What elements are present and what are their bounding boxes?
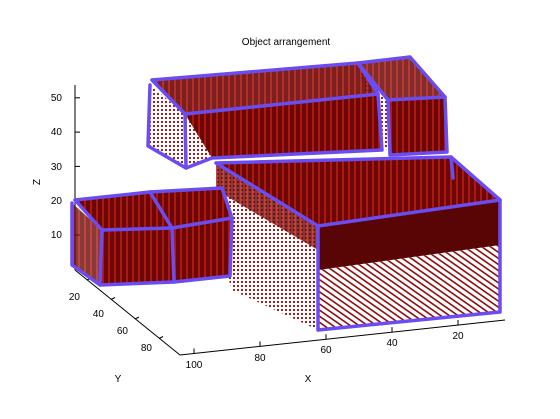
y-tick-label: 60 xyxy=(117,326,129,337)
chart-title: Object arrangement xyxy=(242,37,331,48)
box-a-edges xyxy=(146,83,384,170)
y-tick-label: 20 xyxy=(69,292,81,303)
y-axis-line xyxy=(74,269,181,356)
y-tick xyxy=(110,297,116,300)
box-c-edge xyxy=(449,155,455,180)
box-b-front xyxy=(388,97,447,155)
box-d-front xyxy=(100,228,174,285)
box-d-edge xyxy=(148,190,174,230)
box-d-edge xyxy=(170,226,176,284)
x-tick-label: 80 xyxy=(254,353,266,364)
box-c-edges xyxy=(316,198,502,332)
box-a-edge xyxy=(183,112,188,170)
x-tick-label: 60 xyxy=(320,345,332,356)
bounding-box-edges xyxy=(70,55,502,332)
box-b-edges xyxy=(386,95,449,157)
z-tick-label: 30 xyxy=(51,162,63,173)
box-c-front-dots xyxy=(318,245,500,330)
z-tick-label: 50 xyxy=(51,93,63,104)
box-d-edge xyxy=(98,228,104,287)
z-axis-label: Z xyxy=(32,179,43,185)
object-box-e xyxy=(150,188,240,282)
box-c-front xyxy=(318,200,500,270)
box-e-front xyxy=(172,218,232,282)
y-tick xyxy=(134,316,140,320)
box-d-top xyxy=(75,192,172,230)
z-tick-label: 40 xyxy=(51,127,63,138)
y-tick-label: 80 xyxy=(141,343,153,354)
x-tick-label: 20 xyxy=(452,331,464,342)
box-d-edges xyxy=(70,201,234,287)
y-tick xyxy=(158,336,164,339)
z-tick-label: 20 xyxy=(51,196,63,207)
tick-marks xyxy=(75,97,459,354)
y-tick-label: 40 xyxy=(93,309,105,320)
box-e-top xyxy=(150,188,232,228)
z-tick-label: 10 xyxy=(51,230,63,241)
object-box-d xyxy=(72,192,174,285)
x-tick-label: 40 xyxy=(386,338,398,349)
x-axis-label: X xyxy=(305,374,312,385)
box-a-left xyxy=(148,85,212,168)
y-axis-label: Y xyxy=(115,374,122,385)
x-axis-line xyxy=(179,319,506,356)
x-tick-label: 100 xyxy=(186,360,203,371)
object-box-c xyxy=(216,157,500,330)
box-c-left-solid xyxy=(216,163,318,250)
